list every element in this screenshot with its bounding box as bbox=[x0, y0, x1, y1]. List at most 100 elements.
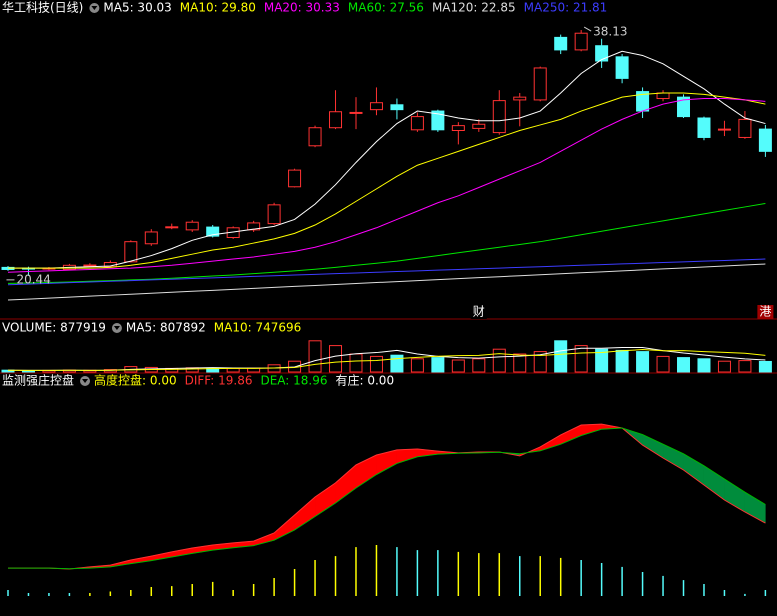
volume-bar bbox=[451, 359, 465, 373]
candle-body bbox=[288, 169, 302, 188]
candle-body bbox=[677, 96, 691, 118]
volume-bar bbox=[656, 355, 670, 373]
volume-bar bbox=[554, 340, 568, 373]
band-fill bbox=[703, 465, 725, 501]
volume-bar bbox=[615, 349, 629, 373]
candle-body bbox=[472, 123, 486, 129]
band-fill bbox=[539, 434, 561, 452]
volume-bar bbox=[717, 360, 731, 373]
volume-bar bbox=[349, 353, 363, 373]
header-label: 有庄: 0.00 bbox=[336, 373, 395, 388]
max-label: 38.13 bbox=[593, 25, 627, 39]
volume-bar bbox=[738, 360, 752, 373]
candle-body bbox=[185, 221, 199, 231]
candle-body bbox=[165, 226, 179, 229]
header-label: MA250: 21.81 bbox=[524, 1, 608, 15]
header-label: MA10: 29.80 bbox=[180, 1, 256, 15]
ma-line bbox=[7, 258, 766, 286]
volume-bar bbox=[308, 340, 322, 373]
panel-title: 监测强庄控盘 bbox=[2, 373, 74, 388]
volume-bar bbox=[329, 345, 343, 373]
volume-ma-line bbox=[7, 349, 766, 371]
candle-body bbox=[758, 128, 772, 152]
band-fill bbox=[642, 434, 664, 459]
candle-body bbox=[410, 116, 424, 131]
band-fill bbox=[314, 482, 336, 517]
band-fill bbox=[294, 496, 316, 531]
candle-body bbox=[717, 128, 731, 131]
volume-bar bbox=[431, 357, 445, 373]
candle-body bbox=[206, 226, 220, 237]
volume-bar bbox=[492, 348, 506, 373]
volume-bar bbox=[574, 345, 588, 373]
header-label: MA10: 747696 bbox=[214, 321, 302, 335]
band-fill bbox=[253, 532, 275, 546]
volume-bar bbox=[226, 367, 240, 373]
volume-bar bbox=[595, 348, 609, 373]
band-fill bbox=[744, 491, 766, 524]
volume-bar bbox=[697, 358, 711, 373]
volume-bar bbox=[758, 360, 772, 373]
candle-body bbox=[83, 264, 97, 267]
candle-body bbox=[390, 104, 404, 111]
candle-body bbox=[308, 127, 322, 147]
candle-body bbox=[533, 67, 547, 101]
volume-bar bbox=[636, 351, 650, 373]
band-fill bbox=[376, 449, 398, 475]
volume-bar bbox=[410, 358, 424, 373]
indicator-line bbox=[8, 423, 766, 570]
panel-title: 华工科技(日线) bbox=[2, 1, 83, 15]
volume-bar bbox=[513, 353, 527, 373]
volume-bar bbox=[472, 358, 486, 373]
max-pointer bbox=[583, 26, 592, 32]
header-label: MA20: 30.33 bbox=[264, 1, 340, 15]
volume-bar bbox=[369, 355, 383, 373]
band-fill bbox=[662, 443, 684, 471]
band-fill bbox=[683, 453, 705, 486]
candle-body bbox=[267, 204, 281, 225]
header-label: MA5: 807892 bbox=[126, 321, 206, 335]
event-marker: 财 bbox=[473, 305, 485, 319]
candle-body bbox=[738, 118, 752, 138]
header-label: MA5: 30.03 bbox=[103, 1, 171, 15]
header-label: DIFF: 19.86 bbox=[185, 374, 253, 388]
band-fill bbox=[396, 448, 418, 464]
volume-bar bbox=[677, 357, 691, 373]
band-fill bbox=[273, 514, 295, 541]
candle-body bbox=[697, 117, 711, 138]
candle-body bbox=[329, 111, 343, 129]
candle-body bbox=[247, 222, 261, 231]
volume-ma-line bbox=[7, 347, 766, 371]
candle-body bbox=[492, 100, 506, 134]
band-fill bbox=[560, 424, 582, 445]
dropdown-arrow bbox=[113, 326, 120, 330]
candle-body bbox=[595, 45, 609, 62]
panel-title: VOLUME: 877919 bbox=[2, 321, 106, 335]
header-label: MA120: 22.85 bbox=[432, 1, 516, 15]
band-fill bbox=[724, 478, 746, 513]
ma-line bbox=[8, 92, 766, 269]
indicator-line bbox=[8, 427, 766, 570]
candle-body bbox=[554, 36, 568, 51]
volume-bar bbox=[103, 369, 117, 373]
candle-body bbox=[656, 92, 670, 100]
ma-line bbox=[7, 263, 766, 301]
ma-line bbox=[8, 50, 766, 269]
candle-body bbox=[574, 32, 588, 51]
volume-bar bbox=[533, 351, 547, 373]
candle-body bbox=[431, 110, 445, 131]
dropdown-arrow bbox=[82, 379, 89, 383]
header-label: DEA: 18.96 bbox=[260, 374, 327, 388]
event-bg bbox=[757, 305, 774, 319]
ma-line bbox=[7, 202, 766, 284]
header-label: 高度控盘: 0.00 bbox=[94, 373, 177, 388]
candle-body bbox=[615, 56, 629, 79]
band-fill bbox=[335, 464, 357, 504]
dropdown-arrow bbox=[91, 6, 98, 10]
candle-body bbox=[349, 111, 363, 114]
min-label: 20.44 bbox=[16, 272, 50, 286]
event-bg bbox=[470, 305, 487, 319]
volume-bar bbox=[390, 354, 404, 373]
